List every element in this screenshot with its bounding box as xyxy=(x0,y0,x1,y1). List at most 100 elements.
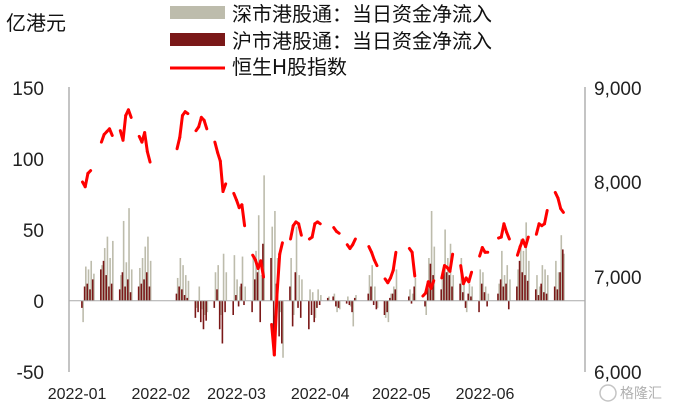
line-segment-hscei xyxy=(183,110,190,116)
bar-szse-net-inflow xyxy=(263,175,265,301)
bar-sse-net-inflow xyxy=(413,286,415,301)
bar-szse-net-inflow xyxy=(222,253,225,301)
bar-sse-net-inflow xyxy=(148,286,151,301)
bar-szse-net-inflow xyxy=(144,246,147,301)
line-segment-hscei xyxy=(121,114,128,142)
bar-szse-net-inflow xyxy=(198,286,201,301)
bar-sse-net-inflow xyxy=(480,283,483,301)
bar-szse-net-inflow xyxy=(241,256,244,301)
bar-sse-net-inflow xyxy=(102,260,105,301)
bar-sse-net-inflow xyxy=(383,300,386,315)
bar-sse-net-inflow xyxy=(186,297,189,301)
bar-szse-net-inflow xyxy=(471,286,473,301)
bar-sse-net-inflow xyxy=(81,300,83,308)
bar-sse-net-inflow xyxy=(178,286,180,301)
left-axis-unit: 亿港元 xyxy=(6,11,66,35)
bar-sse-net-inflow xyxy=(213,300,216,308)
bar-szse-net-inflow xyxy=(384,300,387,318)
bar-szse-net-inflow xyxy=(498,283,500,301)
bar-szse-net-inflow xyxy=(387,300,390,323)
bar-szse-net-inflow xyxy=(260,275,263,301)
bar-sse-net-inflow xyxy=(294,272,297,301)
line-segment-hscei xyxy=(272,292,279,357)
line-segment-hscei xyxy=(240,203,247,228)
bar-szse-net-inflow xyxy=(90,260,93,301)
watermark: 格隆汇 xyxy=(599,384,662,402)
bar-szse-net-inflow xyxy=(517,269,519,301)
bar-sse-net-inflow xyxy=(121,272,124,301)
bar-sse-net-inflow xyxy=(124,286,126,301)
bar-sse-net-inflow xyxy=(553,286,556,301)
bar-szse-net-inflow xyxy=(195,300,198,308)
bar-szse-net-inflow xyxy=(141,258,144,301)
bar-szse-net-inflow xyxy=(311,292,314,301)
bar-sse-net-inflow xyxy=(440,289,443,301)
bar-sse-net-inflow xyxy=(389,297,391,301)
legend-swatch-sse xyxy=(170,33,225,46)
bar-szse-net-inflow xyxy=(376,300,379,308)
bar-sse-net-inflow xyxy=(497,293,499,301)
bar-sse-net-inflow xyxy=(118,289,121,301)
bar-sse-net-inflow xyxy=(129,292,132,301)
bar-szse-net-inflow xyxy=(314,300,317,318)
bar-sse-net-inflow xyxy=(348,300,351,306)
bar-sse-net-inflow xyxy=(543,292,545,301)
bar-sse-net-inflow xyxy=(254,279,256,301)
watermark-logo-icon xyxy=(599,384,617,402)
bar-szse-net-inflow xyxy=(244,286,246,301)
bar-sse-net-inflow xyxy=(464,300,467,308)
bar-sse-net-inflow xyxy=(337,300,340,308)
bar-szse-net-inflow xyxy=(506,265,509,301)
bar-szse-net-inflow xyxy=(560,235,563,301)
line-segment-hscei xyxy=(505,230,511,241)
legend: 深市港股通：当日资金净流入 沪市港股通：当日资金净流入 恒生H股指数 xyxy=(170,2,492,79)
bar-sse-net-inflow xyxy=(313,300,316,323)
bar-sse-net-inflow xyxy=(299,300,302,318)
bar-sse-net-inflow xyxy=(91,279,94,301)
bar-sse-net-inflow xyxy=(281,300,283,344)
left-tick-label: 100 xyxy=(12,150,44,171)
line-segment-hscei xyxy=(175,135,182,151)
bar-szse-net-inflow xyxy=(347,296,349,301)
legend-swatch-szse xyxy=(170,6,225,19)
bar-szse-net-inflow xyxy=(139,267,141,301)
bar-sse-net-inflow xyxy=(332,296,334,301)
left-tick-label: -50 xyxy=(17,363,44,384)
bar-sse-net-inflow xyxy=(559,272,561,301)
bar-sse-net-inflow xyxy=(502,286,505,301)
bar-sse-net-inflow xyxy=(505,283,507,301)
line-segment-hscei xyxy=(542,209,549,226)
line-segment-hscei xyxy=(86,169,93,175)
line-segment-hscei xyxy=(126,108,133,119)
bar-szse-net-inflow xyxy=(239,286,241,301)
bar-szse-net-inflow xyxy=(544,269,546,301)
bar-szse-net-inflow xyxy=(179,258,182,301)
bar-szse-net-inflow xyxy=(468,283,471,301)
right-tick-label: 6,000 xyxy=(594,363,642,384)
bar-szse-net-inflow xyxy=(482,272,484,301)
bar-szse-net-inflow xyxy=(201,300,203,310)
bar-szse-net-inflow xyxy=(425,300,428,315)
bar-szse-net-inflow xyxy=(93,273,95,301)
bar-szse-net-inflow xyxy=(187,280,190,301)
watermark-text: 格隆汇 xyxy=(620,386,662,402)
bar-szse-net-inflow xyxy=(522,250,525,301)
bar-szse-net-inflow xyxy=(82,300,84,323)
bar-szse-net-inflow xyxy=(252,258,255,301)
bar-szse-net-inflow xyxy=(355,295,357,301)
bar-sse-net-inflow xyxy=(89,289,91,301)
bar-szse-net-inflow xyxy=(441,279,444,301)
bar-szse-net-inflow xyxy=(149,260,152,301)
bar-szse-net-inflow xyxy=(320,295,322,301)
bar-sse-net-inflow xyxy=(478,300,480,313)
bar-szse-net-inflow xyxy=(112,240,114,301)
bar-szse-net-inflow xyxy=(463,279,465,301)
bar-sse-net-inflow xyxy=(235,295,237,301)
bar-sse-net-inflow xyxy=(408,296,410,301)
bar-sse-net-inflow xyxy=(451,286,453,301)
bar-sse-net-inflow xyxy=(224,300,226,313)
bar-sse-net-inflow xyxy=(335,300,337,307)
bar-szse-net-inflow xyxy=(176,277,179,301)
line-segment-hscei xyxy=(429,279,436,290)
